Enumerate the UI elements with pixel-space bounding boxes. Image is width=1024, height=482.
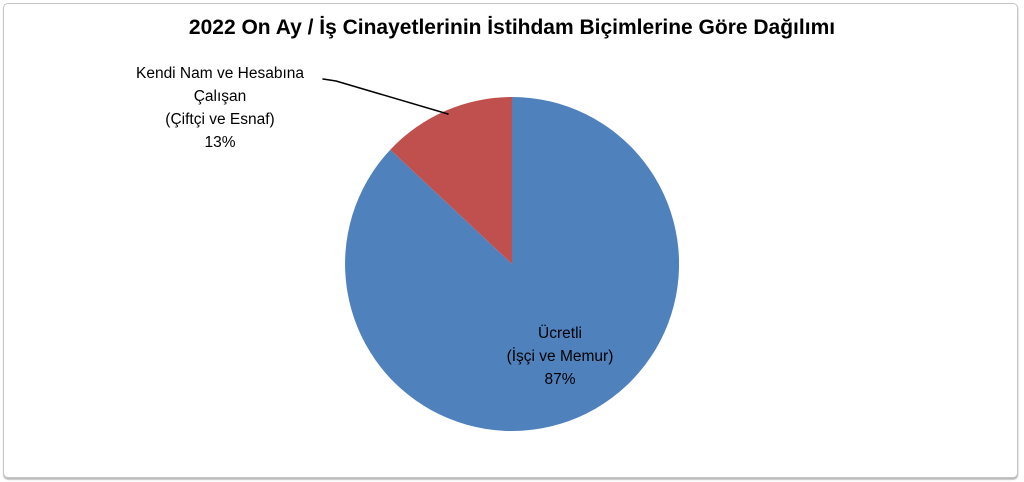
data-label-line: Çalışan: [193, 88, 247, 105]
data-label-line: Ücretli: [538, 325, 582, 342]
data-label-line: (İşçi ve Memur): [506, 348, 614, 365]
chart-title: 2022 On Ay / İş Cinayetlerinin İstihdam …: [188, 16, 836, 39]
pie-slice-kendi-nam[interactable]: [390, 97, 512, 264]
data-label-kendi-nam: Kendi Nam ve Hesabına Çalışan (Çiftçi ve…: [105, 62, 335, 154]
pie-slice-ucretli[interactable]: [345, 96, 680, 431]
data-label-line: (Çiftçi ve Esnaf): [165, 111, 275, 128]
data-label-line: Kendi Nam ve Hesabına: [135, 65, 304, 82]
data-label-value: 87%: [544, 371, 576, 388]
leader-line: [322, 78, 449, 115]
pie-slices: [345, 96, 680, 431]
data-label-value: 13%: [204, 134, 236, 151]
data-label-ucretli: Ücretli (İşçi ve Memur) 87%: [455, 322, 665, 391]
